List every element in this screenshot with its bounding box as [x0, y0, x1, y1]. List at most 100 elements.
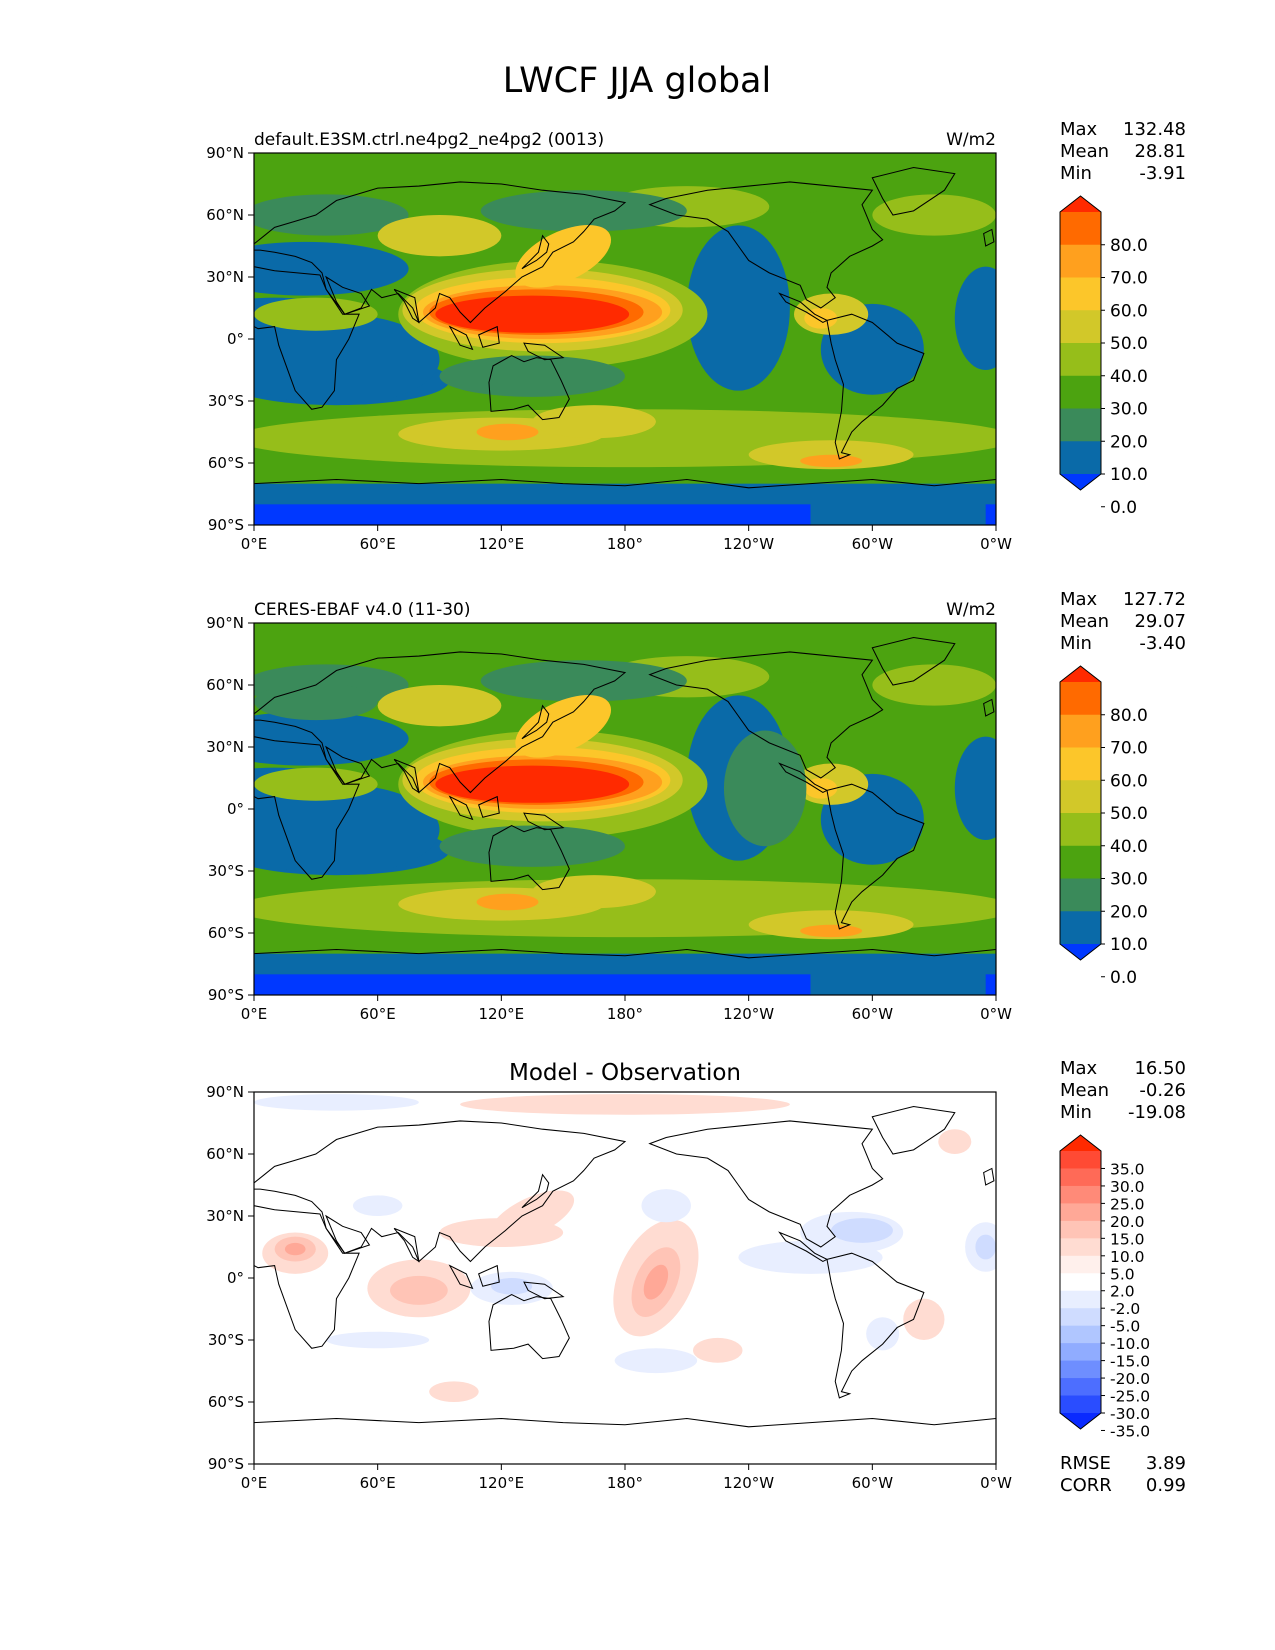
lat-tick-label: 60°S [208, 1393, 244, 1411]
lat-tick-label: 60°N [206, 206, 244, 224]
map-field [254, 153, 996, 525]
map-field [254, 1092, 996, 1464]
field-contour [866, 1317, 900, 1351]
colorbar-label: 20.0 [1110, 902, 1148, 922]
colorbar: 80.0 70.0 60.0 50.0 40.0 30.0 20.0 10.0 0.0 [1059, 665, 1148, 988]
colorbar-extend-bottom [1060, 474, 1101, 490]
figure-title: LWCF JJA global [503, 61, 771, 101]
colorbar: 35.030.025.020.015.010.05.02.0-2.0-5.0-1… [1059, 1134, 1150, 1440]
field-contour [938, 1129, 972, 1154]
panel-ref: CERES-EBAF v4.0 (11-30) W/m2 90°N 60°N 30°N 0… [206, 589, 1186, 1023]
field-contour [326, 1331, 430, 1349]
colorbar-extend-top [1060, 196, 1101, 212]
field-contour [254, 297, 378, 331]
stat-name: Min [1060, 163, 1092, 184]
field-contour [254, 767, 378, 801]
colorbar-label: 40.0 [1110, 837, 1148, 857]
lat-tick-label: 30°S [208, 1331, 244, 1349]
colorbar-segment [1060, 911, 1101, 945]
panel-test: default.E3SM.ctrl.ne4pg2_ne4pg2 (0013) W/… [206, 119, 1186, 553]
field-contour [284, 1242, 306, 1256]
lat-tick-label: 0° [227, 1269, 244, 1287]
lat-tick-label: 90°N [206, 614, 244, 632]
lon-tick-label: 0°W [980, 1005, 1012, 1023]
colorbar-extend-top [1060, 666, 1101, 682]
field-contour [439, 1218, 564, 1247]
field-contour [686, 225, 790, 391]
colorbar-label: 0.0 [1110, 498, 1137, 518]
colorbar-segment [1060, 1290, 1101, 1309]
lat-tick-label: 30°N [206, 1207, 244, 1225]
field-contour [352, 1195, 403, 1216]
stat-value: -19.08 [1128, 1102, 1186, 1123]
stat-value: 0.99 [1146, 1475, 1186, 1496]
colorbar-segment [1060, 1151, 1101, 1169]
lon-tick-label: 0°W [980, 535, 1012, 553]
colorbar-label: 30.0 [1110, 1178, 1145, 1196]
colorbar-label: -30.0 [1110, 1405, 1150, 1423]
field-contour [643, 1264, 669, 1300]
lat-tick-label: 30°S [208, 392, 244, 410]
lat-tick-label: 90°N [206, 144, 244, 162]
colorbar-segment [1060, 212, 1101, 246]
colorbar-segment [1060, 1325, 1101, 1344]
stat-name: Max [1060, 1058, 1098, 1079]
lon-tick-label: 0°E [241, 1474, 268, 1492]
field-contour [532, 405, 656, 439]
field-contour [532, 875, 656, 909]
colorbar-segment [1060, 1360, 1101, 1379]
colorbar-label: 50.0 [1110, 334, 1148, 354]
colorbar-segment [1060, 714, 1101, 748]
field-contour [435, 295, 630, 333]
colorbar-segment [1060, 1308, 1101, 1327]
colorbar-segment [1060, 1395, 1101, 1414]
colorbar-segment [1060, 1255, 1101, 1274]
colorbar-segment [1060, 408, 1101, 442]
field-contour [460, 1094, 790, 1115]
colorbar-segment [1060, 1203, 1101, 1222]
colorbar-label: 60.0 [1110, 771, 1148, 791]
stat-name: RMSE [1060, 1453, 1111, 1474]
colorbar: 80.0 70.0 60.0 50.0 40.0 30.0 20.0 10.0 0.0 [1059, 195, 1148, 518]
field-contour [903, 1298, 945, 1340]
colorbar-extend-bottom [1060, 944, 1101, 960]
field-contour [975, 1234, 996, 1260]
field-contour [693, 1337, 743, 1363]
field-contour [954, 266, 996, 370]
colorbar-label: 15.0 [1110, 1230, 1145, 1248]
lon-tick-label: 180° [607, 1005, 643, 1023]
stat-name: Max [1060, 119, 1098, 140]
field-contour [254, 784, 440, 876]
field-contour [435, 765, 630, 803]
lat-tick-label: 30°N [206, 738, 244, 756]
field-contour [872, 664, 996, 706]
panel-diff: Model - Observation 90°N 60°N 30°N 0° 30°S 60°… [206, 1058, 1186, 1496]
field-contour [254, 623, 996, 685]
colorbar-segment [1060, 878, 1101, 912]
colorbar-segment [1060, 1343, 1101, 1362]
stat-name: Min [1060, 1102, 1092, 1123]
colorbar-segment [1060, 375, 1101, 409]
colorbar-segment [1060, 1378, 1101, 1397]
colorbar-label: -20.0 [1110, 1370, 1150, 1388]
field-contour [480, 190, 687, 232]
field-contour [254, 153, 996, 215]
colorbar-label: 70.0 [1110, 269, 1148, 289]
field-contour [480, 660, 687, 702]
field-contour [429, 1381, 479, 1402]
lon-tick-label: 60°E [360, 1005, 396, 1023]
colorbar-segment [1060, 277, 1101, 311]
colorbar-label: 30.0 [1110, 870, 1148, 890]
colorbar-segment [1060, 244, 1101, 278]
colorbar-label: 20.0 [1110, 432, 1148, 452]
colorbar-segment [1060, 1185, 1101, 1204]
stat-value: -0.26 [1139, 1080, 1186, 1101]
panel-units: W/m2 [946, 130, 996, 150]
lat-tick-label: 0° [227, 800, 244, 818]
colorbar-segment [1060, 780, 1101, 814]
panel-units: W/m2 [946, 600, 996, 620]
lat-tick-label: 90°S [208, 986, 244, 1004]
stat-name: CORR [1060, 1475, 1112, 1496]
colorbar-label: -5.0 [1110, 1318, 1140, 1336]
